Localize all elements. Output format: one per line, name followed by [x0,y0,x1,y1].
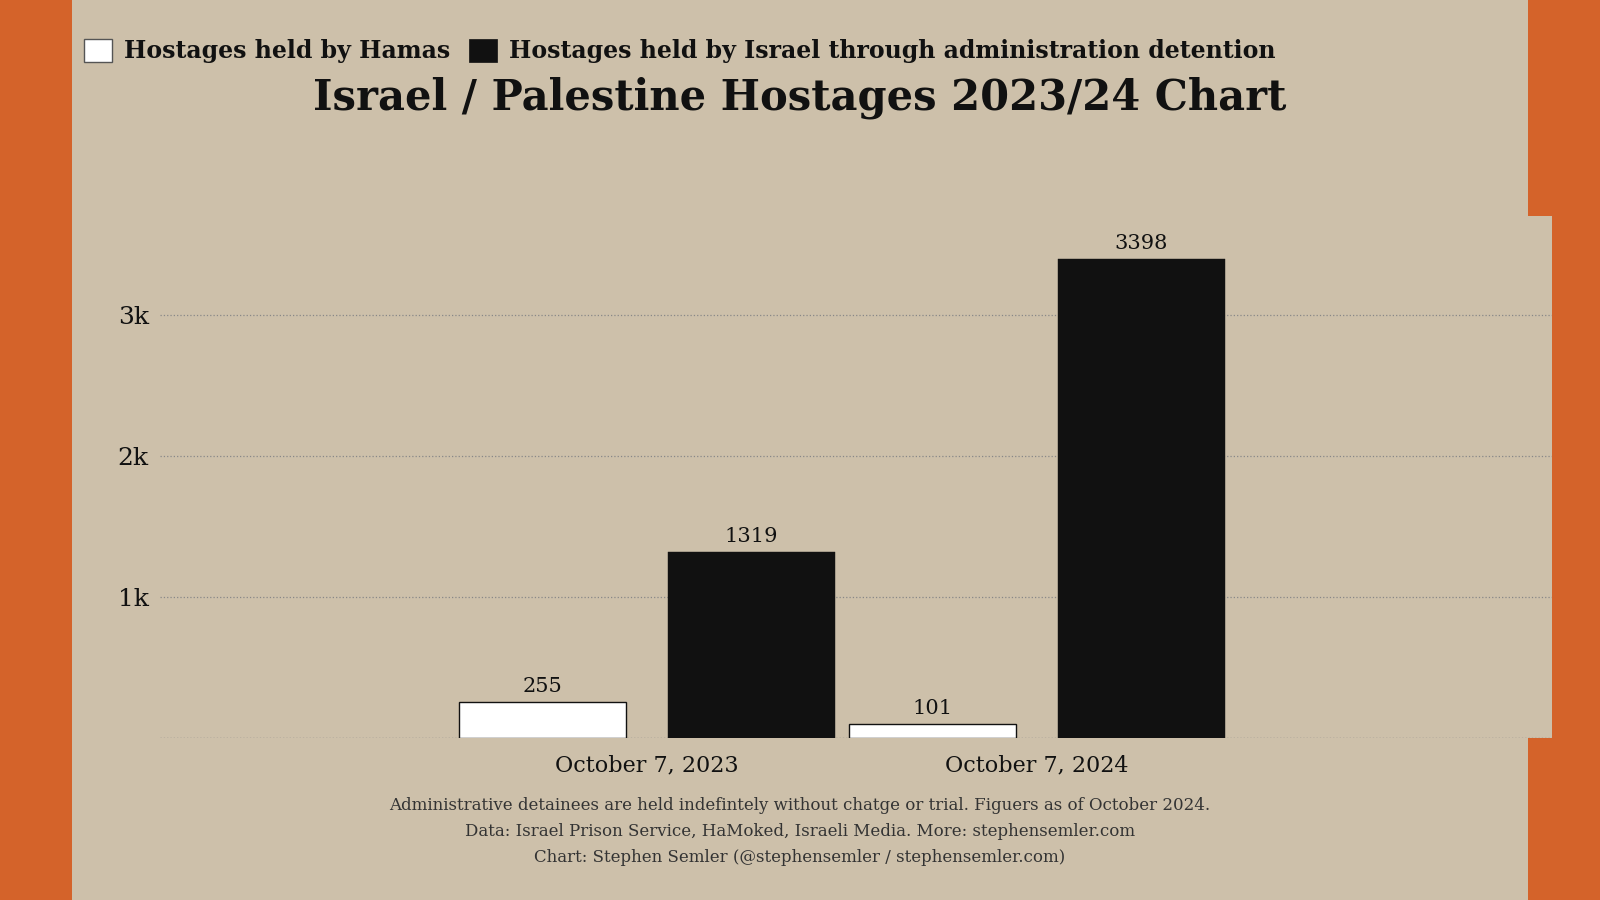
Legend: Hostages held by Hamas, Hostages held by Israel through administration detention: Hostages held by Hamas, Hostages held by… [74,30,1285,73]
Bar [850,724,1016,738]
Bar [1058,258,1226,738]
Bar [459,702,626,738]
Text: Administrative detainees are held indefintely without chatge or trial. Figuers a: Administrative detainees are held indefi… [389,796,1211,866]
Text: 3398: 3398 [1115,234,1168,253]
Text: Israel / Palestine Hostages 2023/24 Chart: Israel / Palestine Hostages 2023/24 Char… [314,76,1286,119]
Text: 1319: 1319 [725,527,778,546]
Text: 101: 101 [912,699,952,718]
Text: 255: 255 [523,678,563,697]
Bar [669,552,835,738]
